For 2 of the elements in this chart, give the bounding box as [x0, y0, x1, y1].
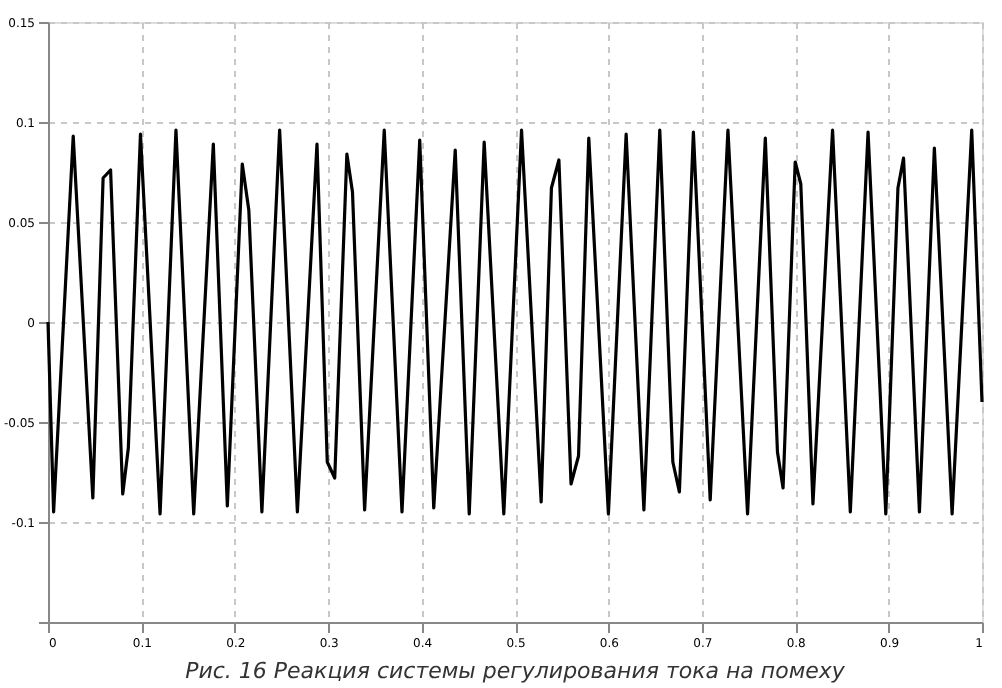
text: Рис. 16 Реакция системы регулирования тока на помеху: [185, 658, 846, 684]
line-series: [46, 128, 984, 516]
